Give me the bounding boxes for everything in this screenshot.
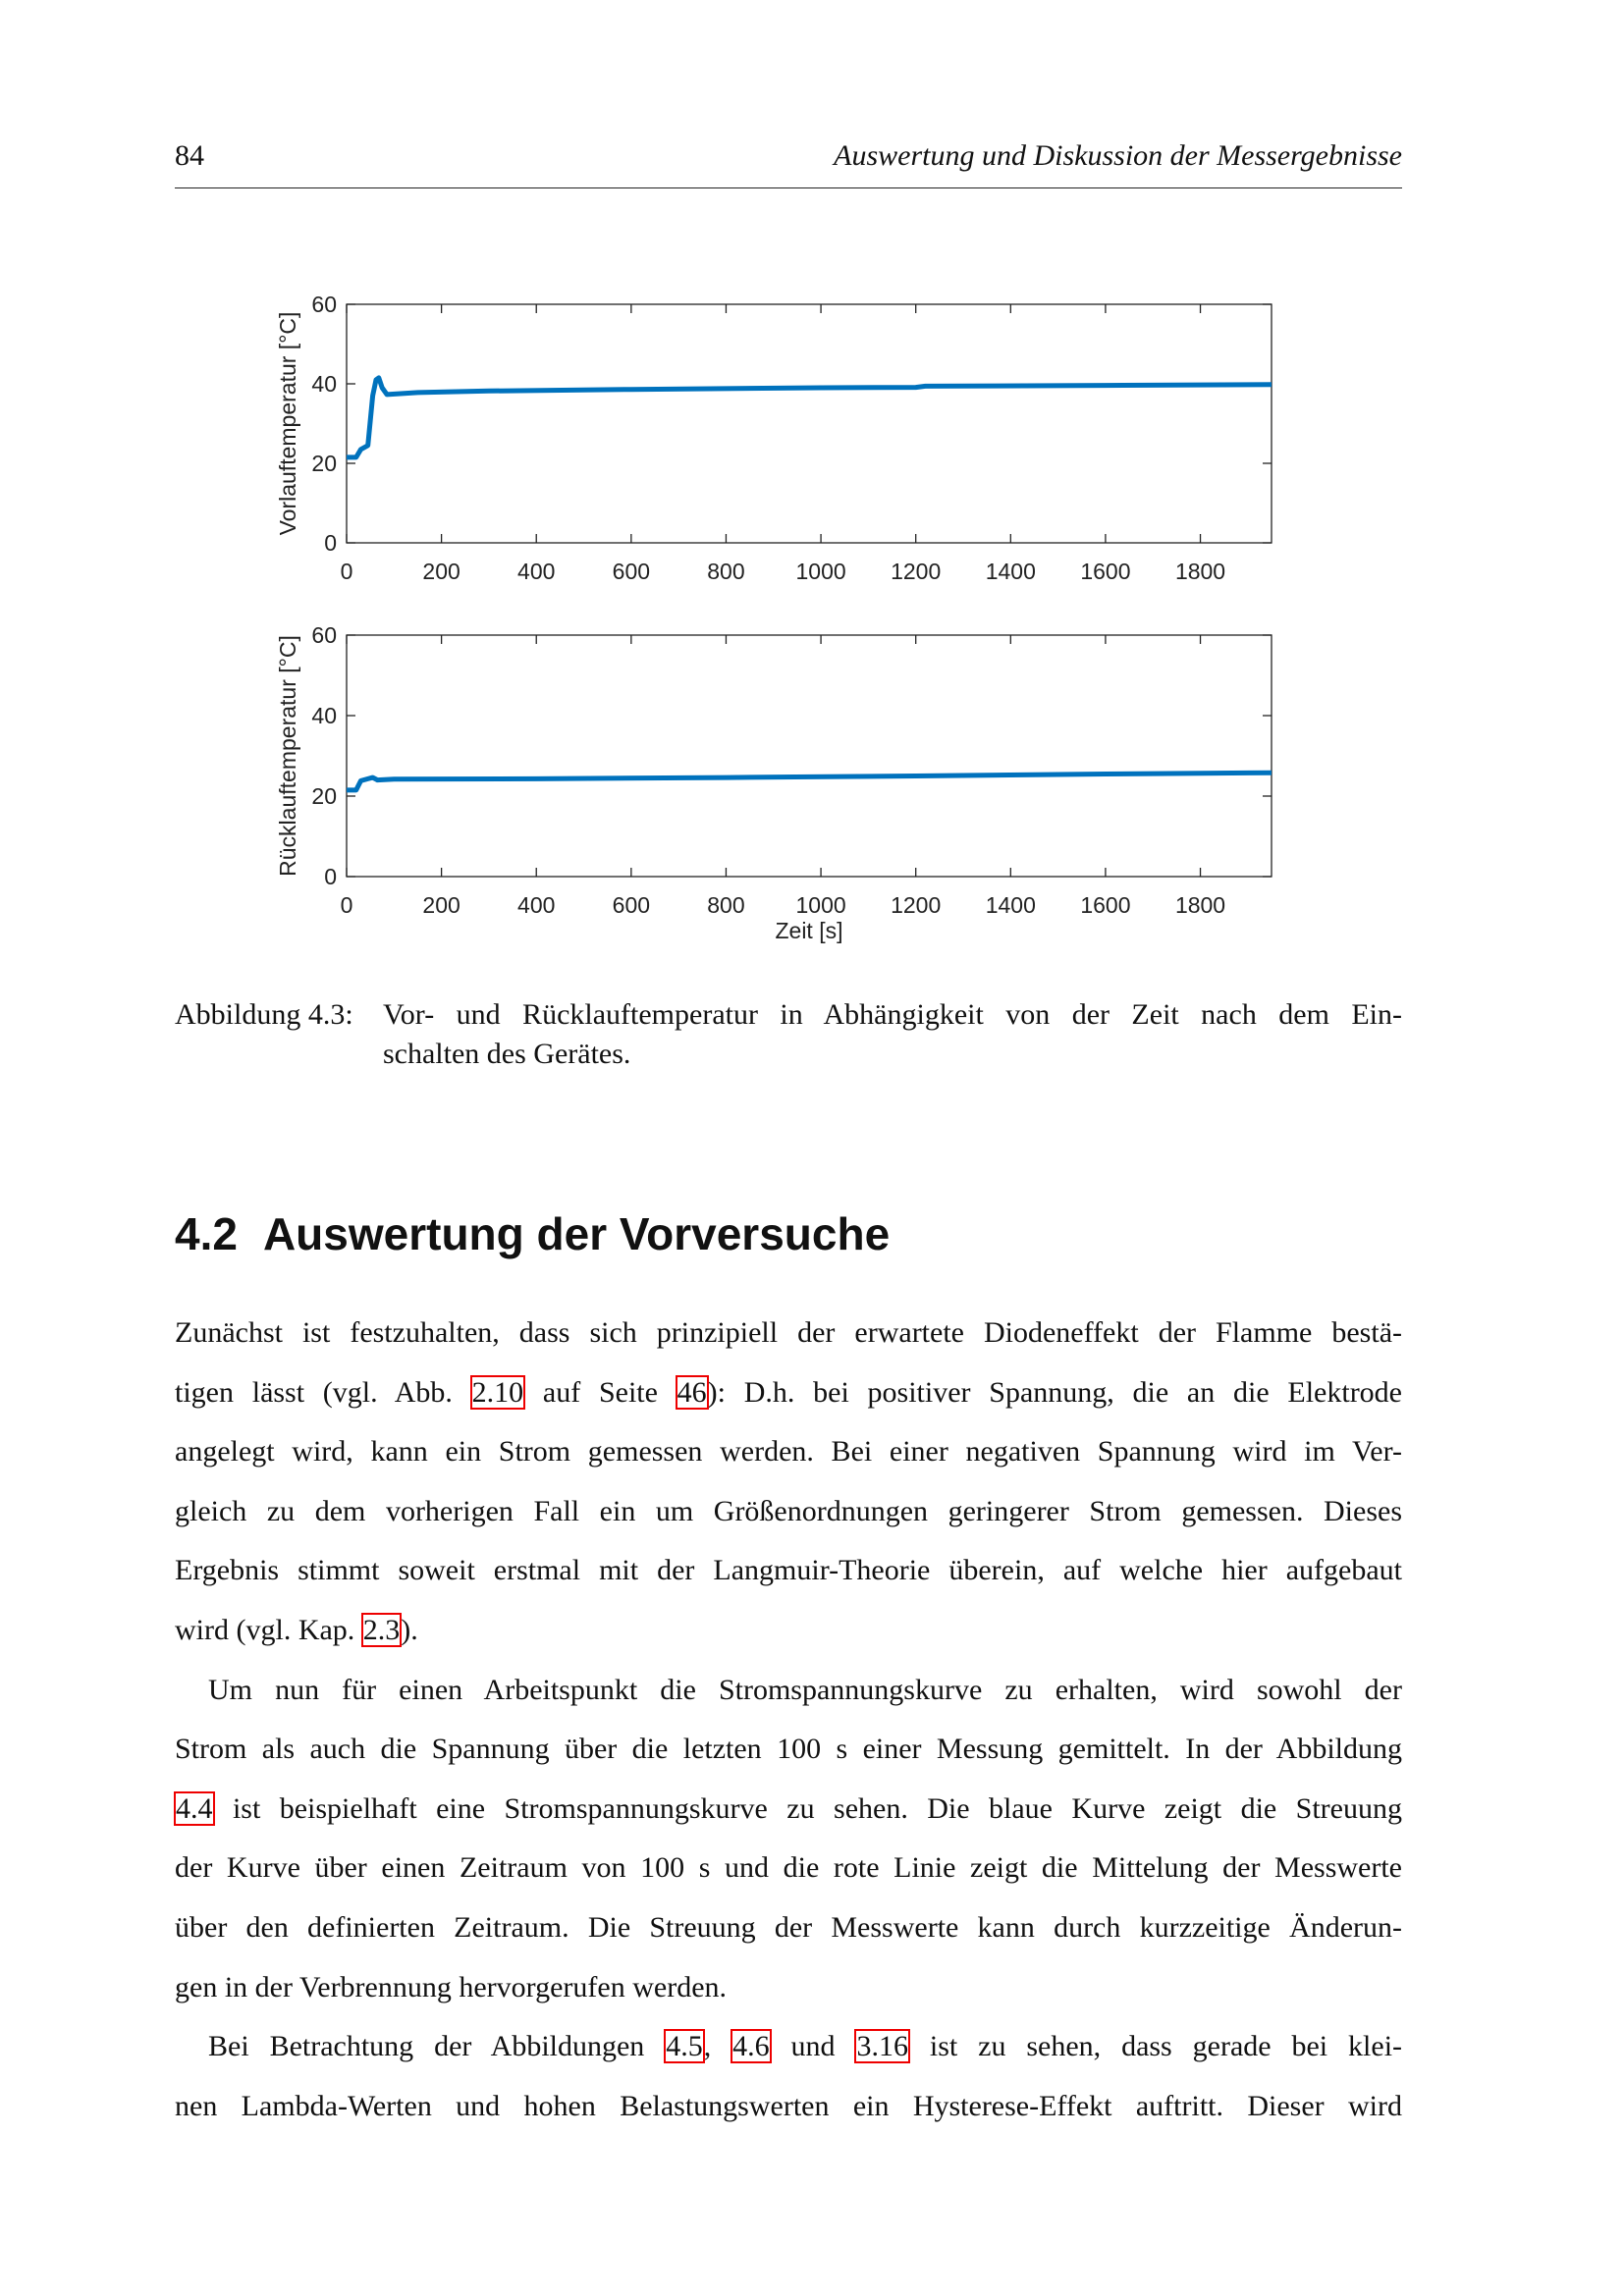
x-tick-label: 800 bbox=[707, 559, 744, 584]
x-tick-label: 1200 bbox=[891, 892, 941, 918]
x-tick-label: 1400 bbox=[986, 892, 1036, 918]
text-segment: Bei Betrachtung der Abbildungen bbox=[208, 2030, 666, 2063]
x-tick-label: 800 bbox=[707, 892, 744, 918]
text-line: tigen lässt (vgl. Abb. 2.10 auf Seite 46… bbox=[175, 1373, 1402, 1413]
x-tick-label: 600 bbox=[613, 892, 650, 918]
text-segment: gleich zu dem vorherigen Fall ein um Grö… bbox=[175, 1494, 1402, 1527]
text-segment: und bbox=[770, 2030, 856, 2063]
y-tick-label: 40 bbox=[311, 703, 337, 728]
text-line: der Kurve über einen Zeitraum von 100 s … bbox=[175, 1848, 1402, 1888]
y-tick-label: 20 bbox=[311, 451, 337, 476]
cross-reference-link[interactable]: 4.5 bbox=[664, 2029, 705, 2064]
x-tick-label: 1600 bbox=[1080, 559, 1130, 584]
x-tick-label: 1000 bbox=[795, 559, 845, 584]
plot-frame bbox=[346, 303, 1272, 544]
text-segment: nen Lambda-Werten und hohen Belastungswe… bbox=[175, 2089, 1402, 2122]
page-number: 84 bbox=[175, 139, 204, 172]
cross-reference-link[interactable]: 46 bbox=[675, 1374, 709, 1410]
section-title: Auswertung der Vorversuche bbox=[262, 1208, 891, 1259]
section-number: 4.2 bbox=[175, 1208, 238, 1259]
chart-1: 0 200 400 600 800 1000 1200 1400 1600 1800 0 20 40 60… bbox=[275, 292, 1272, 584]
figure-4-3: 0 200 400 600 800 1000 1200 1400 1600 18000204060… bbox=[275, 292, 1272, 943]
x-tick-label: 200 bbox=[422, 892, 460, 918]
text-segment: ). bbox=[401, 1614, 418, 1646]
data-series-line bbox=[347, 375, 1272, 460]
text-segment: ist zu sehen, dass gerade bei klei- bbox=[908, 2030, 1403, 2063]
x-tick-label: 400 bbox=[517, 892, 555, 918]
y-tick-label: 60 bbox=[311, 622, 337, 648]
cross-reference-link[interactable]: 3.16 bbox=[854, 2029, 910, 2064]
y-axis-label: Vorlauftemperatur [°C] bbox=[275, 312, 300, 536]
caption-label: Abbildung 4.3: bbox=[175, 998, 353, 1031]
text-segment: wird (vgl. Kap. bbox=[175, 1614, 362, 1646]
section-heading: 4.2 Auswertung der Vorversuche bbox=[175, 1207, 890, 1260]
text-line: Bei Betrachtung der Abbildungen 4.5, 4.6… bbox=[208, 2027, 1402, 2066]
x-axis-label: Zeit [s] bbox=[775, 918, 842, 943]
header-rule bbox=[175, 187, 1402, 188]
text-line: wird (vgl. Kap. 2.3). bbox=[175, 1611, 1402, 1650]
text-line: Zunächst ist festzuhalten, dass sich pri… bbox=[175, 1313, 1402, 1353]
text-line: über den definierten Zeitraum. Die Streu… bbox=[175, 1908, 1402, 1948]
cross-reference-link[interactable]: 4.4 bbox=[174, 1790, 215, 1826]
text-segment: angelegt wird, kann ein Strom gemessen w… bbox=[175, 1435, 1402, 1468]
text-segment: Zunächst ist festzuhalten, dass sich pri… bbox=[175, 1316, 1402, 1349]
text-line: Um nun für einen Arbeitspunkt die Stroms… bbox=[208, 1671, 1402, 1710]
text-segment: tigen lässt (vgl. Abb. bbox=[175, 1375, 471, 1409]
text-segment: über den definierten Zeitraum. Die Streu… bbox=[175, 1911, 1402, 1944]
x-tick-label: 400 bbox=[517, 559, 555, 584]
text-line: gen in der Verbrennung hervorgerufen wer… bbox=[175, 1968, 1402, 2007]
text-line: 4.4 ist beispielhaft eine Stromspannungs… bbox=[174, 1789, 1402, 1829]
data-series-line bbox=[347, 770, 1272, 793]
x-tick-label: 1600 bbox=[1080, 892, 1130, 918]
x-tick-label: 0 bbox=[341, 892, 353, 918]
chart-2: 0 200 400 600 800 1000 1200 1400 1600 1800 0 20 40 60… bbox=[275, 622, 1272, 943]
cross-reference-link[interactable]: 2.3 bbox=[360, 1613, 403, 1647]
text-segment: ): D.h. bei positiver Spannung, die an d… bbox=[707, 1375, 1402, 1409]
x-tick-label: 1200 bbox=[891, 559, 941, 584]
text-segment: der Kurve über einen Zeitraum von 100 s … bbox=[175, 1851, 1402, 1885]
x-tick-label: 1800 bbox=[1175, 892, 1225, 918]
x-tick-label: 600 bbox=[613, 559, 650, 584]
caption-line-1: Vor- und Rücklauftemperatur in Abhängigk… bbox=[383, 998, 1402, 1031]
cross-reference-link[interactable]: 2.10 bbox=[469, 1374, 526, 1410]
text-line: angelegt wird, kann ein Strom gemessen w… bbox=[175, 1432, 1402, 1471]
text-segment: gen in der Verbrennung hervorgerufen wer… bbox=[175, 1970, 728, 2003]
text-line: Strom als auch die Spannung über die let… bbox=[175, 1730, 1402, 1769]
text-line: nen Lambda-Werten und hohen Belastungswe… bbox=[175, 2087, 1402, 2126]
text-segment: , bbox=[703, 2030, 732, 2063]
y-tick-label: 20 bbox=[311, 783, 337, 809]
x-tick-label: 1400 bbox=[986, 559, 1036, 584]
x-tick-label: 1800 bbox=[1175, 559, 1225, 584]
text-segment: Ergebnis stimmt soweit erstmal mit der L… bbox=[175, 1554, 1402, 1587]
y-tick-label: 0 bbox=[324, 530, 337, 556]
x-tick-label: 200 bbox=[422, 559, 460, 584]
x-tick-label: 0 bbox=[341, 559, 353, 584]
caption-line-2: schalten des Gerätes. bbox=[383, 1038, 631, 1070]
text-segment: ist beispielhaft eine Stromspannungskurv… bbox=[213, 1791, 1402, 1825]
y-tick-label: 60 bbox=[311, 292, 337, 317]
text-line: gleich zu dem vorherigen Fall ein um Grö… bbox=[175, 1492, 1402, 1531]
x-tick-label: 1000 bbox=[795, 892, 845, 918]
y-tick-label: 0 bbox=[324, 864, 337, 889]
plot-frame bbox=[346, 634, 1272, 878]
running-title: Auswertung und Diskussion der Messergebn… bbox=[834, 139, 1402, 172]
text-line: Ergebnis stimmt soweit erstmal mit der L… bbox=[175, 1551, 1402, 1590]
y-tick-label: 40 bbox=[311, 371, 337, 397]
text-segment: Strom als auch die Spannung über die let… bbox=[175, 1733, 1402, 1766]
text-segment: Um nun für einen Arbeitspunkt die Stroms… bbox=[208, 1673, 1402, 1706]
cross-reference-link[interactable]: 4.6 bbox=[731, 2029, 772, 2064]
y-axis-label: Rücklauftemperatur [°C] bbox=[275, 635, 300, 877]
text-segment: auf Seite bbox=[524, 1375, 677, 1409]
